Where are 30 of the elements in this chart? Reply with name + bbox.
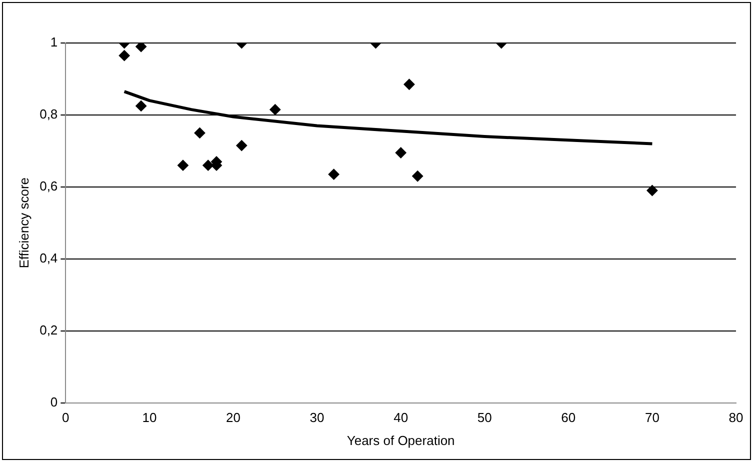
point (202, 160, 214, 171)
point (177, 160, 188, 171)
y-tick-label: 1 (50, 34, 58, 50)
y-tick-label: 0,4 (40, 250, 58, 266)
point (328, 168, 340, 180)
y-tick-label: 0,6 (40, 178, 58, 194)
x-tick-label: 70 (644, 410, 660, 426)
x-tick-label: 20 (226, 410, 240, 426)
point (194, 127, 206, 138)
x-tick-label: 0 (62, 410, 70, 426)
y-tick-label: 0 (50, 394, 58, 410)
point (236, 140, 248, 152)
x-tick-label: 60 (561, 410, 576, 426)
point (412, 170, 424, 182)
point (270, 104, 281, 116)
y-tick-label: 0,8 (40, 106, 58, 122)
y-axis-title: Efficiency score (16, 178, 32, 268)
point (404, 78, 415, 90)
x-axis-title: Years of Operation (346, 432, 455, 448)
point (395, 147, 406, 158)
x-tick-label: 10 (142, 410, 157, 426)
x-tick-label: 80 (728, 410, 744, 426)
point (118, 50, 130, 62)
x-tick-label: 50 (477, 410, 492, 426)
point (646, 185, 658, 196)
x-tick-label: 40 (394, 410, 408, 426)
point (136, 100, 147, 112)
y-tick-label: 0,2 (40, 322, 58, 338)
point (136, 43, 147, 52)
x-tick-label: 30 (310, 410, 324, 426)
